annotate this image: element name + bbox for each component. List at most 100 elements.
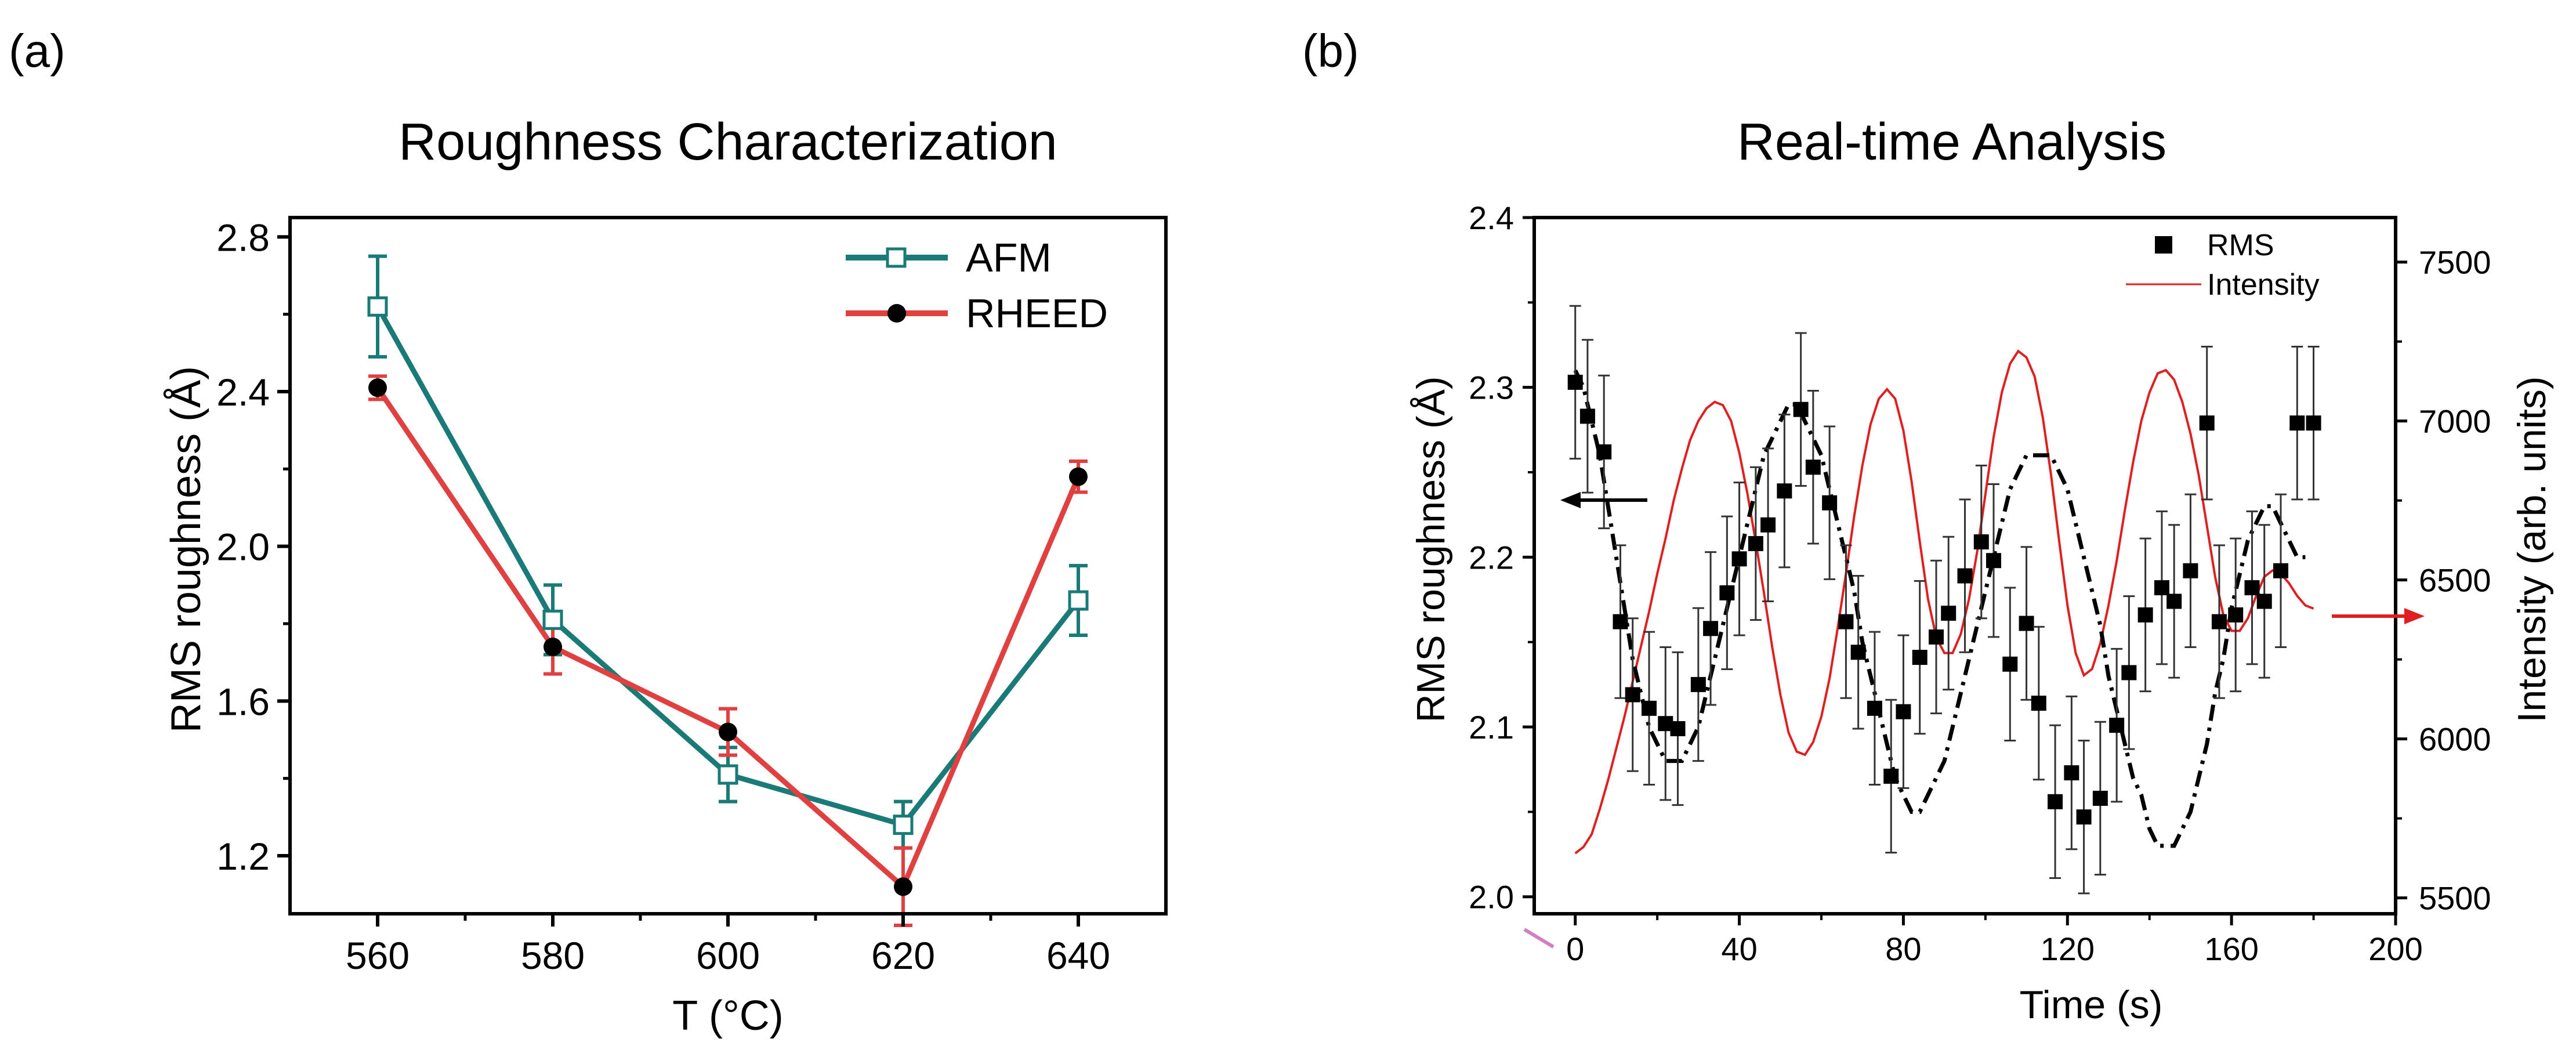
point-rms bbox=[1613, 614, 1628, 629]
decorative-tick-mark bbox=[1523, 928, 1555, 949]
point-rms bbox=[2137, 607, 2153, 623]
chart-b-ylabel: RMS roughness (Å) bbox=[1409, 376, 1453, 722]
chart-b-axes: 0 40 80 120 160 200 2.0 2.1 2.2 2.3 2.4 5500 6000 650… bbox=[1469, 200, 2491, 967]
chart-roughness-characterization: Roughness Characterization 560 580 600 620 6… bbox=[163, 113, 1168, 1039]
y2-tick-label: 6000 bbox=[2419, 721, 2491, 758]
point-rms bbox=[2121, 665, 2137, 681]
point-rms bbox=[1703, 621, 1719, 636]
point-rms bbox=[2002, 656, 2018, 672]
point-rms bbox=[2211, 614, 2227, 629]
y-tick-label: 2.4 bbox=[216, 371, 270, 414]
point-rms bbox=[1957, 568, 1973, 584]
chart-a-axes: 560 580 600 620 640 1.2 1.6 2.0 2.4 2.8 bbox=[216, 216, 1168, 977]
legend-rheed-marker bbox=[887, 304, 906, 323]
legend-intensity-label: Intensity bbox=[2207, 268, 2320, 302]
chart-b-rms-layer bbox=[1567, 305, 2321, 895]
point-rms bbox=[1579, 408, 1595, 424]
point-rms bbox=[1838, 614, 1854, 629]
series-rheed-line bbox=[375, 386, 1081, 891]
point-rms bbox=[1793, 401, 1809, 417]
x-tick-label: 640 bbox=[1046, 934, 1110, 977]
point-rheed bbox=[719, 722, 737, 741]
chart-a-ylabel: RMS roughness (Å) bbox=[163, 366, 209, 733]
chart-a-series-layer bbox=[367, 254, 1089, 927]
legend-rms-marker bbox=[2155, 236, 2172, 254]
point-rms bbox=[2273, 563, 2288, 578]
series-intensity-line bbox=[1574, 349, 2314, 855]
point-rms bbox=[2228, 607, 2244, 623]
point-rms bbox=[2199, 415, 2215, 431]
point-rms bbox=[2166, 594, 2182, 609]
chart-b-xlabel: Time (s) bbox=[2020, 983, 2163, 1027]
point-afm bbox=[542, 609, 563, 630]
point-rms bbox=[1596, 444, 1612, 459]
point-rheed bbox=[368, 378, 387, 397]
point-afm bbox=[367, 296, 388, 317]
chart-b-frame bbox=[1532, 216, 2397, 916]
point-rms bbox=[2244, 580, 2260, 596]
point-rms bbox=[1973, 534, 1989, 550]
point-rms bbox=[2092, 790, 2108, 806]
point-rheed bbox=[544, 638, 562, 656]
point-rheed bbox=[1069, 467, 1088, 486]
point-afm bbox=[893, 815, 914, 835]
x-tick-label: 40 bbox=[1721, 931, 1757, 967]
point-rms bbox=[1748, 535, 1763, 551]
y-tick-label: 2.0 bbox=[1469, 879, 1514, 916]
series-fit-curve bbox=[1573, 369, 2306, 848]
point-rms bbox=[1642, 700, 1657, 716]
x-tick-label: 600 bbox=[696, 934, 760, 977]
y-tick-label: 2.0 bbox=[216, 526, 270, 569]
point-rms bbox=[1867, 700, 1882, 716]
point-rms bbox=[2019, 616, 2034, 631]
chart-b-fit-layer bbox=[1573, 369, 2306, 848]
panel-label-a: (a) bbox=[9, 25, 66, 77]
y-tick-label: 2.8 bbox=[216, 216, 270, 259]
chart-b-title: Real-time Analysis bbox=[1737, 113, 2166, 171]
x-tick-label: 160 bbox=[2204, 931, 2258, 967]
legend-rheed-label: RHEED bbox=[966, 291, 1108, 336]
y-tick-label: 2.3 bbox=[1469, 370, 1514, 406]
point-rms bbox=[1719, 585, 1735, 600]
point-rms bbox=[2154, 580, 2169, 596]
point-rms bbox=[1625, 687, 1640, 703]
point-rms bbox=[1850, 645, 1866, 660]
point-rms bbox=[1760, 517, 1776, 533]
point-rms bbox=[2064, 765, 2079, 781]
y2-tick-label: 5500 bbox=[2419, 880, 2491, 917]
y-tick-label: 2.2 bbox=[1469, 539, 1514, 576]
x-tick-label: 560 bbox=[346, 934, 410, 977]
point-rms bbox=[2048, 794, 2063, 809]
point-rms bbox=[2183, 563, 2198, 578]
point-rms bbox=[2031, 696, 2046, 711]
arrow-to-left-axis bbox=[1560, 492, 1647, 508]
point-afm bbox=[718, 764, 738, 785]
point-rms bbox=[2306, 415, 2321, 431]
chart-real-time-analysis: Real-time Analysis 0 40 80 120 160 200 2.0 2.1 2… bbox=[1409, 113, 2554, 1027]
x-tick-label: 200 bbox=[2368, 931, 2422, 967]
point-rms bbox=[1912, 650, 1928, 665]
point-rms bbox=[1986, 553, 2001, 569]
point-rms bbox=[1690, 676, 1706, 692]
point-rms bbox=[1941, 605, 1957, 621]
y2-tick-label: 7500 bbox=[2419, 244, 2491, 281]
point-rms bbox=[1929, 629, 1944, 645]
legend-rms-label: RMS bbox=[2207, 229, 2274, 262]
chart-b-legend: RMS Intensity bbox=[2126, 229, 2320, 302]
point-rms bbox=[2076, 809, 2092, 825]
point-rms bbox=[1805, 459, 1821, 475]
y-tick-label: 1.2 bbox=[216, 835, 270, 878]
arrow-to-right-axis bbox=[2332, 608, 2425, 624]
point-rms bbox=[1883, 768, 1899, 784]
x-tick-label: 620 bbox=[871, 934, 935, 977]
y2-tick-label: 6500 bbox=[2419, 562, 2491, 599]
point-rms bbox=[2109, 718, 2125, 733]
point-rms bbox=[1567, 374, 1583, 390]
panel-label-b: (b) bbox=[1302, 25, 1359, 77]
x-tick-label: 120 bbox=[2041, 931, 2095, 967]
point-rms bbox=[2289, 415, 2305, 431]
point-rms bbox=[1822, 495, 1838, 511]
point-rms bbox=[1777, 483, 1792, 499]
chart-b-y2label: Intensity (arb. units) bbox=[2510, 376, 2554, 722]
